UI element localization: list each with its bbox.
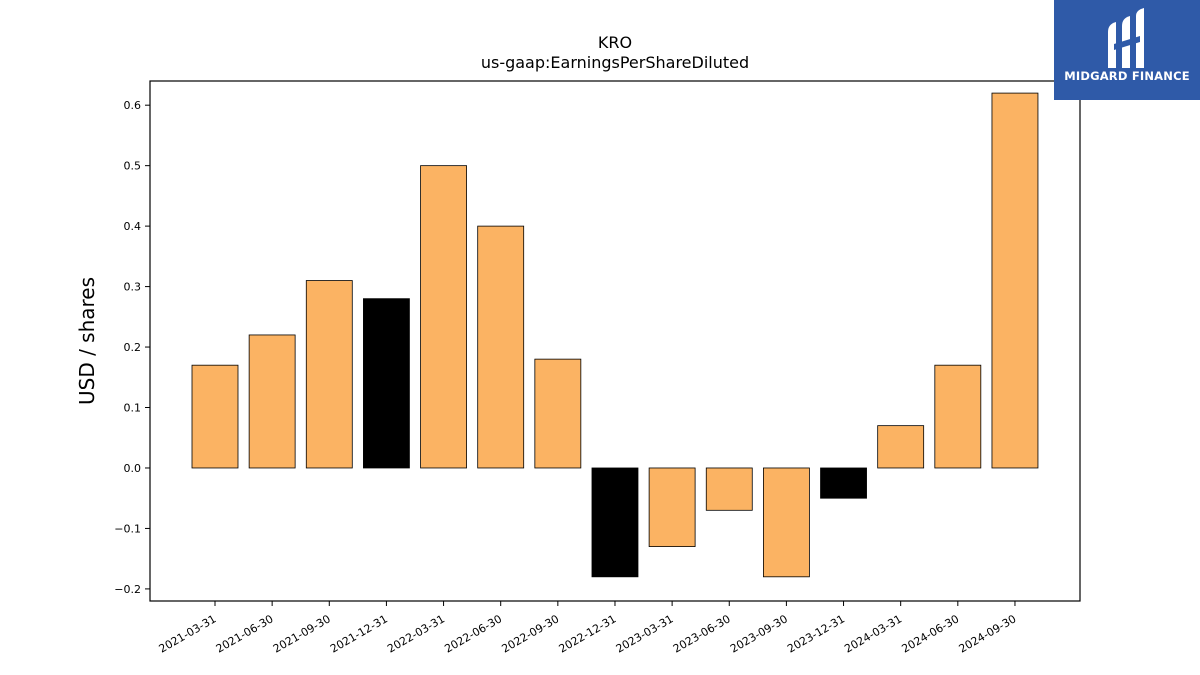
bar-2024-06-30 [934,364,982,469]
x-tick-label: 2023-12-31 [785,612,847,655]
x-tick-label: 2021-03-31 [157,612,219,655]
x-tick-label: 2022-06-30 [442,612,504,655]
chart-title: KRO [598,33,632,52]
x-tick-label: 2024-09-30 [957,612,1019,655]
x-tick-label: 2021-09-30 [271,612,333,655]
logo-mark-icon [1108,8,1144,68]
bar-2022-09-30 [534,358,582,469]
x-tick-label: 2024-03-31 [842,612,904,655]
bars-group [191,92,1039,578]
bar-2024-03-31 [877,425,925,469]
y-tick-label: 0.1 [124,402,142,415]
bar-2024-09-30 [991,92,1039,469]
y-tick-label: −0.1 [114,522,141,535]
x-tick-label: 2024-06-30 [899,612,961,655]
y-tick-label: 0.5 [124,160,142,173]
bar-2023-06-30 [705,467,753,511]
y-tick-label: 0.0 [124,462,142,475]
y-tick-label: −0.2 [114,583,141,596]
bar-2021-12-31 [363,298,410,469]
x-tick-label: 2023-03-31 [614,612,676,655]
bar-2022-03-31 [420,165,467,469]
x-axis: 2021-03-312021-06-302021-09-302021-12-31… [157,601,1019,656]
bar-2023-03-31 [648,467,696,547]
y-tick-label: 0.3 [124,281,142,294]
bar-2022-12-31 [591,467,639,578]
bar-2023-09-30 [763,467,810,578]
y-tick-label: 0.6 [124,99,142,112]
bar-2021-09-30 [305,280,353,469]
bar-2021-03-31 [191,364,239,469]
chart-subtitle: us-gaap:EarningsPerShareDiluted [481,53,749,72]
x-tick-label: 2021-06-30 [214,612,276,655]
x-tick-label: 2023-06-30 [671,612,733,655]
bar-2021-06-30 [248,334,296,469]
y-tick-label: 0.4 [124,220,142,233]
x-tick-label: 2022-09-30 [499,612,561,655]
x-tick-label: 2022-12-31 [557,612,619,655]
bar-2023-12-31 [820,467,867,499]
plot-frame [149,80,1081,602]
x-tick-label: 2021-12-31 [328,612,390,655]
y-axis-label: USD / shares [75,277,99,405]
x-tick-label: 2022-03-31 [385,612,447,655]
x-tick-label: 2023-09-30 [728,612,790,655]
y-tick-label: 0.2 [124,341,142,354]
y-axis: −0.2 −0.1 0.0 0.1 0.2 0.3 0.4 0.5 0.6 [114,99,150,596]
bar-2022-06-30 [477,225,525,469]
logo-text: MIDGARD FINANCE [1064,69,1190,83]
brand-logo: MIDGARD FINANCE [1054,0,1200,100]
